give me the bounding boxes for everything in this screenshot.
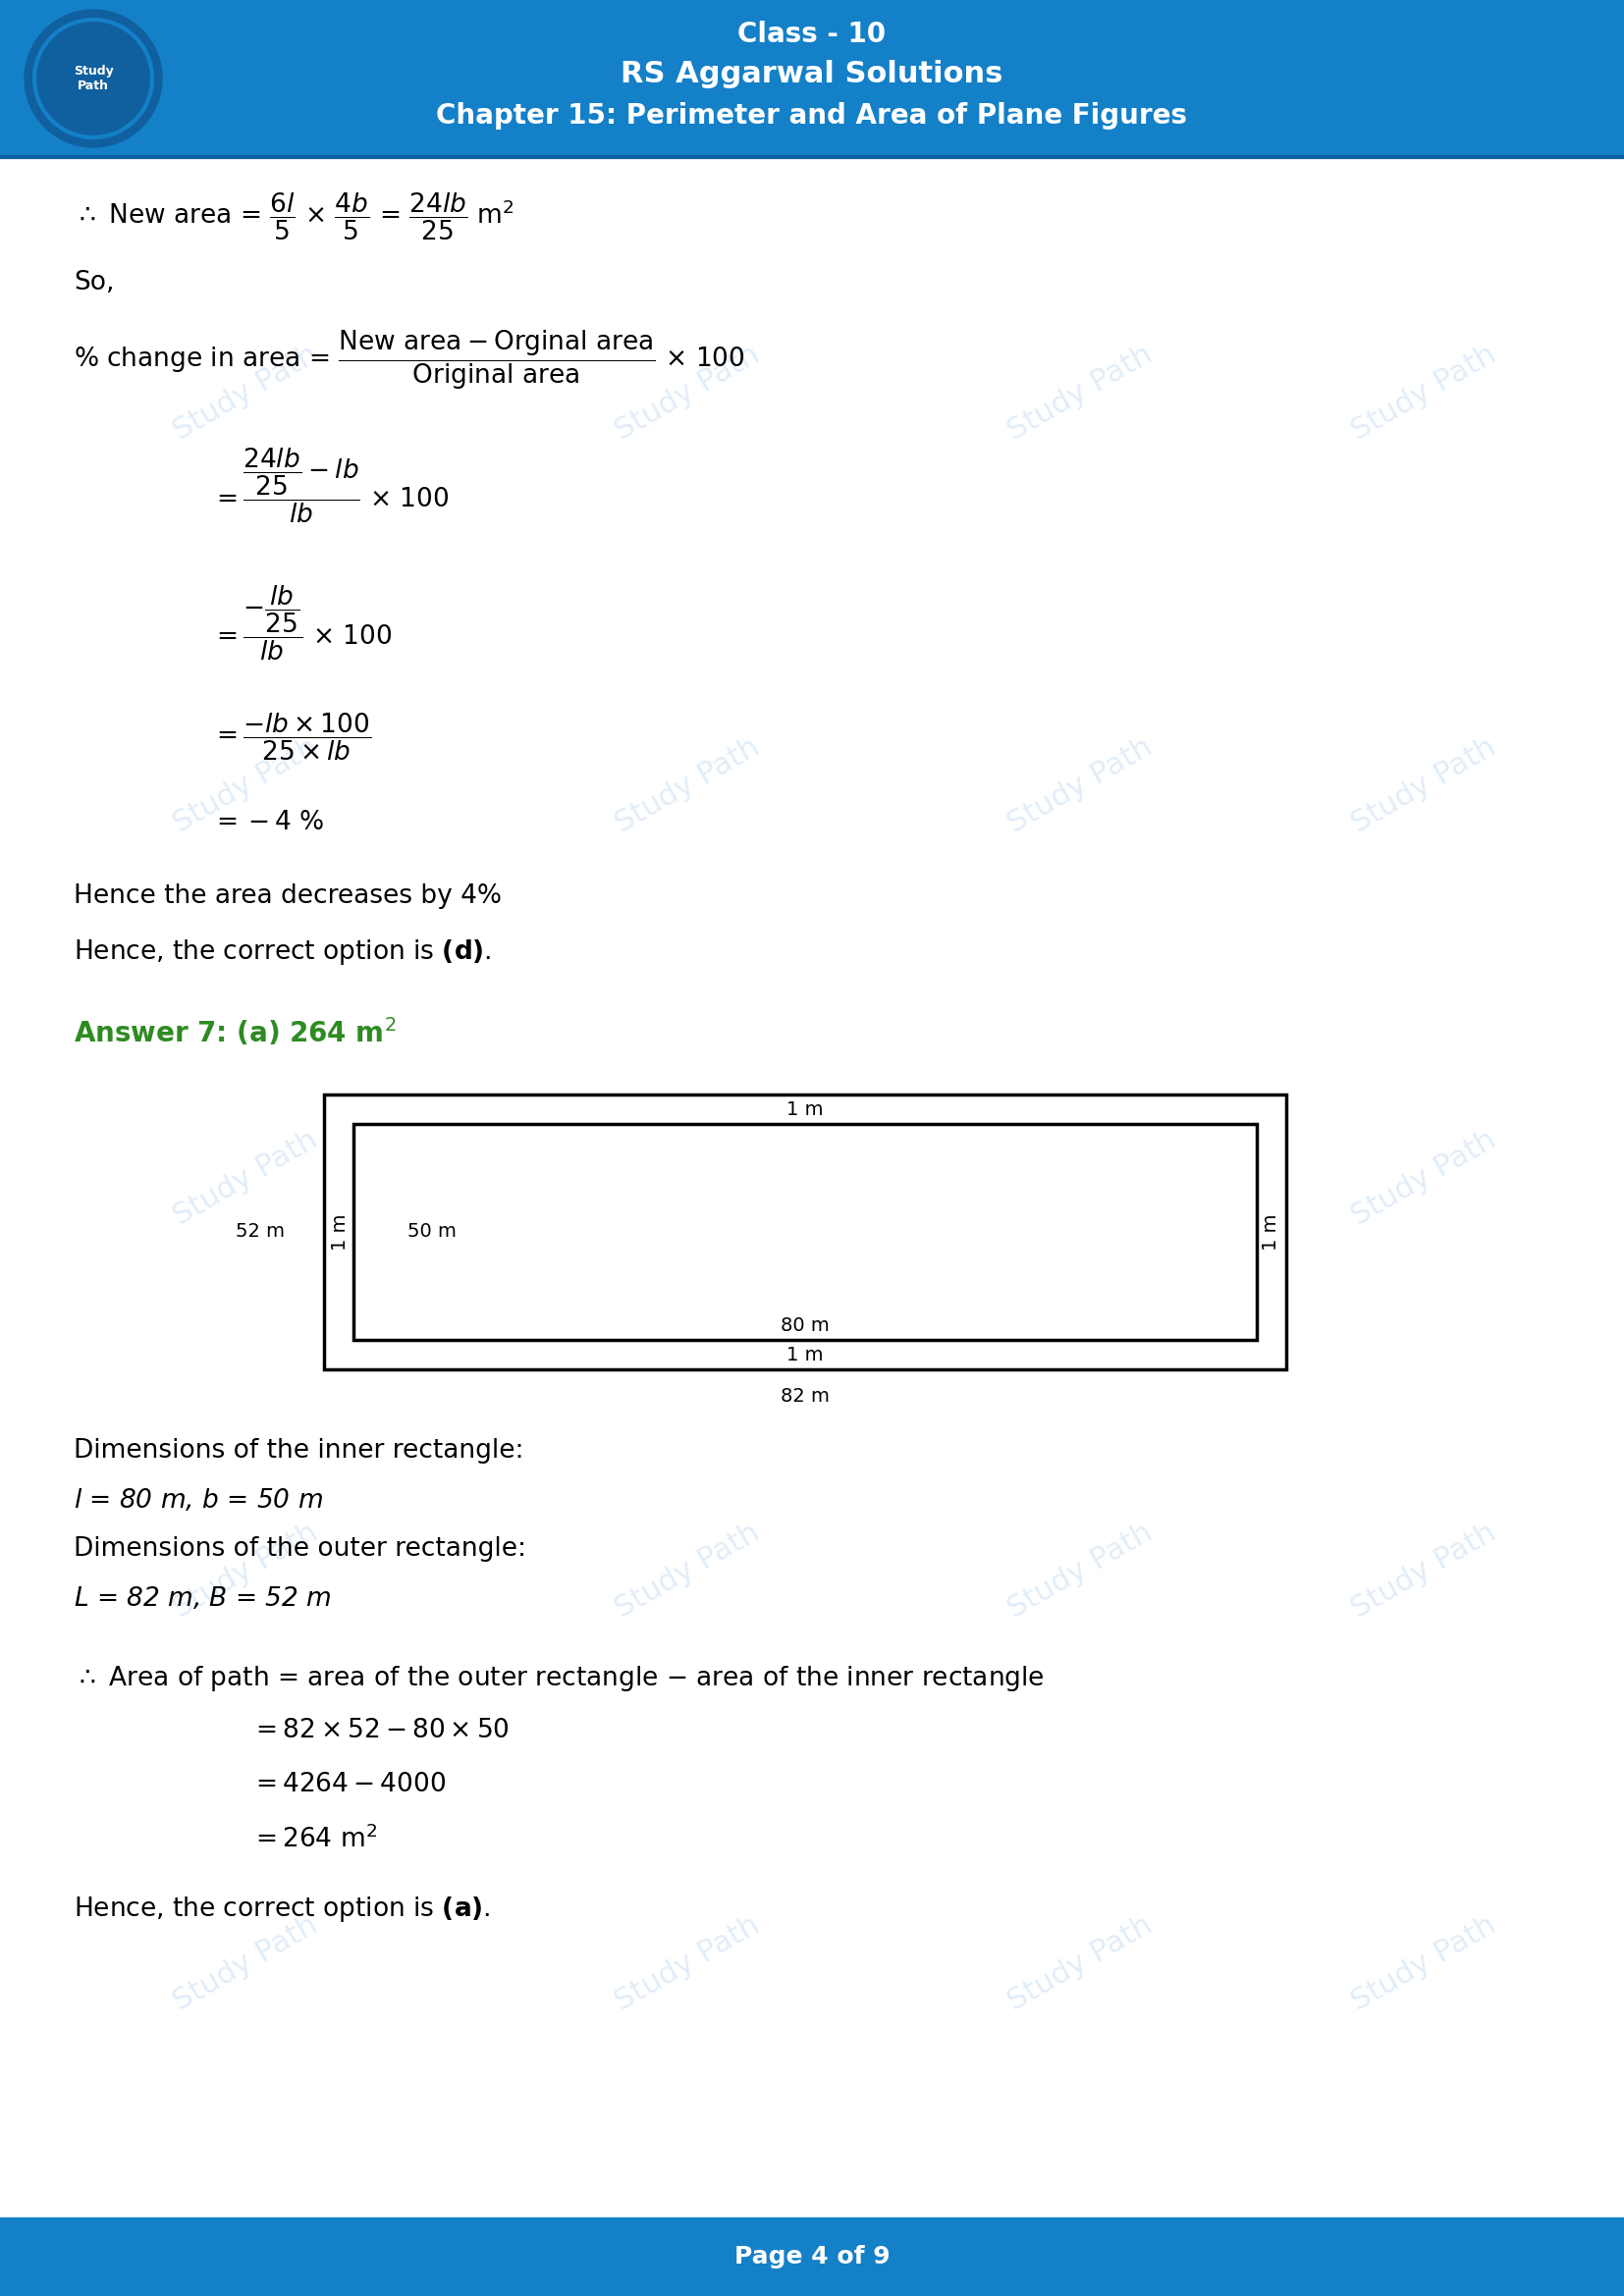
Text: $= 4264 - 4000$: $= 4264 - 4000$ <box>250 1773 447 1798</box>
Text: 82 m: 82 m <box>781 1387 830 1405</box>
Text: 80 m: 80 m <box>781 1316 830 1334</box>
Text: Chapter 15: Perimeter and Area of Plane Figures: Chapter 15: Perimeter and Area of Plane … <box>437 101 1187 129</box>
Text: Page 4 of 9: Page 4 of 9 <box>734 2245 890 2268</box>
Text: 1 m: 1 m <box>331 1215 351 1251</box>
Text: $L$ = 82 $m$, $B$ = 52 $m$: $L$ = 82 $m$, $B$ = 52 $m$ <box>73 1584 331 1612</box>
Text: Study Path: Study Path <box>169 340 323 445</box>
Text: Study Path: Study Path <box>1346 732 1501 838</box>
Bar <box>0 2218 1624 2296</box>
Text: RS Aggarwal Solutions: RS Aggarwal Solutions <box>620 60 1004 87</box>
Text: Study Path: Study Path <box>611 1125 765 1231</box>
Text: Study Path: Study Path <box>1004 1910 1158 2016</box>
Text: Study Path: Study Path <box>1004 1518 1158 1623</box>
Text: Study Path: Study Path <box>611 1518 765 1623</box>
Text: Class - 10: Class - 10 <box>737 21 887 48</box>
Text: Study Path: Study Path <box>611 340 765 445</box>
Text: 1 m: 1 m <box>786 1100 823 1118</box>
Bar <box>354 1125 1257 1341</box>
Text: 1 m: 1 m <box>786 1345 823 1364</box>
Text: $= -4$ %: $= -4$ % <box>211 810 325 836</box>
Text: So,: So, <box>73 271 114 296</box>
Text: Hence, the correct option is $\mathbf{(d)}$.: Hence, the correct option is $\mathbf{(d… <box>73 937 492 967</box>
Text: Answer 7: $\mathbf{(a)}$ 264 m$^2$: Answer 7: $\mathbf{(a)}$ 264 m$^2$ <box>73 1015 396 1049</box>
Text: Study Path: Study Path <box>1004 732 1158 838</box>
Bar <box>0 0 1624 156</box>
Text: 50 m: 50 m <box>408 1221 456 1242</box>
Text: Study Path: Study Path <box>169 1910 323 2016</box>
Text: Study Path: Study Path <box>1004 340 1158 445</box>
Text: Study Path: Study Path <box>169 1518 323 1623</box>
Text: Hence, the correct option is $\mathbf{(a)}$.: Hence, the correct option is $\mathbf{(a… <box>73 1894 490 1924</box>
Circle shape <box>24 9 162 147</box>
Text: Study Path: Study Path <box>611 1910 765 2016</box>
Text: $= \dfrac{\dfrac{24lb}{25} - lb}{lb}$ $\times$ 100: $= \dfrac{\dfrac{24lb}{25} - lb}{lb}$ $\… <box>211 448 450 526</box>
Text: $l$ = 80 $m$, $b$ = 50 $m$: $l$ = 80 $m$, $b$ = 50 $m$ <box>73 1488 323 1513</box>
Text: Study Path: Study Path <box>1346 340 1501 445</box>
Text: Dimensions of the inner rectangle:: Dimensions of the inner rectangle: <box>73 1437 525 1463</box>
Text: $= \dfrac{-\dfrac{lb}{25}}{lb}$ $\times$ 100: $= \dfrac{-\dfrac{lb}{25}}{lb}$ $\times$… <box>211 583 391 664</box>
Text: Dimensions of the outer rectangle:: Dimensions of the outer rectangle: <box>73 1536 526 1561</box>
Text: $= \dfrac{-lb \times 100}{25 \times lb}$: $= \dfrac{-lb \times 100}{25 \times lb}$ <box>211 712 372 762</box>
Text: % change in area = $\dfrac{\text{New area} - \text{Orginal area}}{\text{Original: % change in area = $\dfrac{\text{New are… <box>73 328 745 393</box>
Text: Study Path: Study Path <box>1004 1125 1158 1231</box>
Text: Study Path: Study Path <box>1346 1910 1501 2016</box>
Text: $= 82 \times 52 - 80 \times 50$: $= 82 \times 52 - 80 \times 50$ <box>250 1717 510 1743</box>
Text: $\therefore$ New area = $\dfrac{6l}{5}$ $\times$ $\dfrac{4b}{5}$ = $\dfrac{24lb}: $\therefore$ New area = $\dfrac{6l}{5}$ … <box>73 191 515 243</box>
Text: Study
Path: Study Path <box>73 64 114 92</box>
Text: Study Path: Study Path <box>1346 1125 1501 1231</box>
Text: Study Path: Study Path <box>169 732 323 838</box>
Text: 1 m: 1 m <box>1262 1215 1281 1251</box>
Text: 52 m: 52 m <box>235 1221 284 1242</box>
Text: $= 264$ m$^2$: $= 264$ m$^2$ <box>250 1825 377 1853</box>
Text: Hence the area decreases by 4%: Hence the area decreases by 4% <box>73 884 502 909</box>
Text: $\therefore$ Area of path = area of the outer rectangle $-$ area of the inner re: $\therefore$ Area of path = area of the … <box>73 1665 1044 1692</box>
Text: Study Path: Study Path <box>169 1125 323 1231</box>
Text: Study Path: Study Path <box>611 732 765 838</box>
Text: Study Path: Study Path <box>1346 1518 1501 1623</box>
Bar <box>325 1095 1286 1368</box>
